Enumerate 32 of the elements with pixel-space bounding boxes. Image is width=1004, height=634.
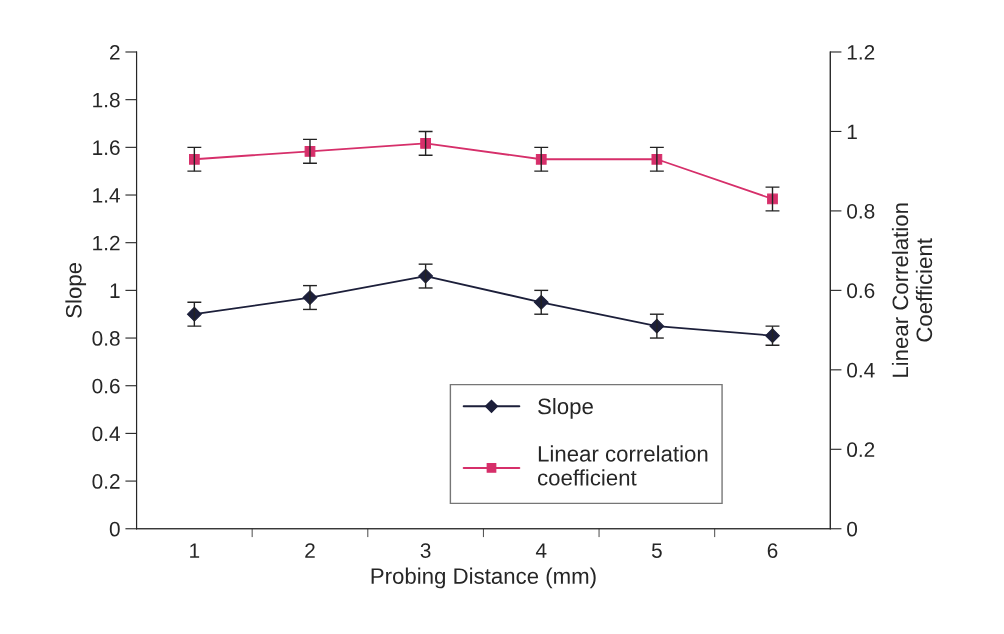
x-tick-label: 6 bbox=[767, 543, 778, 558]
y-tick-label: 0 bbox=[109, 521, 120, 537]
x-tick-label: 5 bbox=[651, 543, 662, 558]
y2-tick-label: 0.6 bbox=[847, 283, 875, 299]
x-axis-title: Probing Distance (mm) bbox=[371, 567, 596, 589]
y2-tick-label: 1.2 bbox=[847, 44, 875, 60]
y-tick-label: 1.4 bbox=[93, 188, 120, 203]
y-tick-label: 1.8 bbox=[93, 92, 120, 108]
y2-tick-label: 1 bbox=[847, 124, 857, 139]
x-tick-label: 2 bbox=[305, 543, 315, 558]
y-tick-label: 1.6 bbox=[93, 140, 120, 156]
point bbox=[188, 153, 200, 165]
y2-axis-title: Linear Correlation Coefficient bbox=[891, 203, 933, 377]
y-tick-label: 2 bbox=[110, 44, 120, 60]
y-tick-label: 0.2 bbox=[92, 474, 120, 489]
legend-label: Linear correlation coefficient bbox=[537, 445, 708, 486]
legend-label: Slope bbox=[538, 397, 593, 419]
y-tick-label: 0.6 bbox=[92, 378, 120, 394]
y2-tick-label: 0.8 bbox=[847, 203, 875, 219]
y-tick-label: 0.8 bbox=[92, 331, 120, 346]
point bbox=[535, 153, 547, 165]
y-axis-title: Slope bbox=[65, 262, 87, 318]
point bbox=[420, 137, 431, 149]
y-tick-label: 1 bbox=[110, 283, 120, 298]
x-tick-label: 3 bbox=[420, 543, 431, 558]
y-tick-label: 0.4 bbox=[92, 426, 120, 442]
x-tick-label: 1 bbox=[190, 543, 200, 558]
x-tick-label: 4 bbox=[535, 543, 547, 558]
y2-tick-label: 0.2 bbox=[847, 442, 875, 458]
y-tick-label: 1.2 bbox=[93, 235, 120, 251]
y2-tick-label: 0.4 bbox=[847, 362, 875, 378]
y2-tick-label: 0 bbox=[847, 521, 858, 537]
